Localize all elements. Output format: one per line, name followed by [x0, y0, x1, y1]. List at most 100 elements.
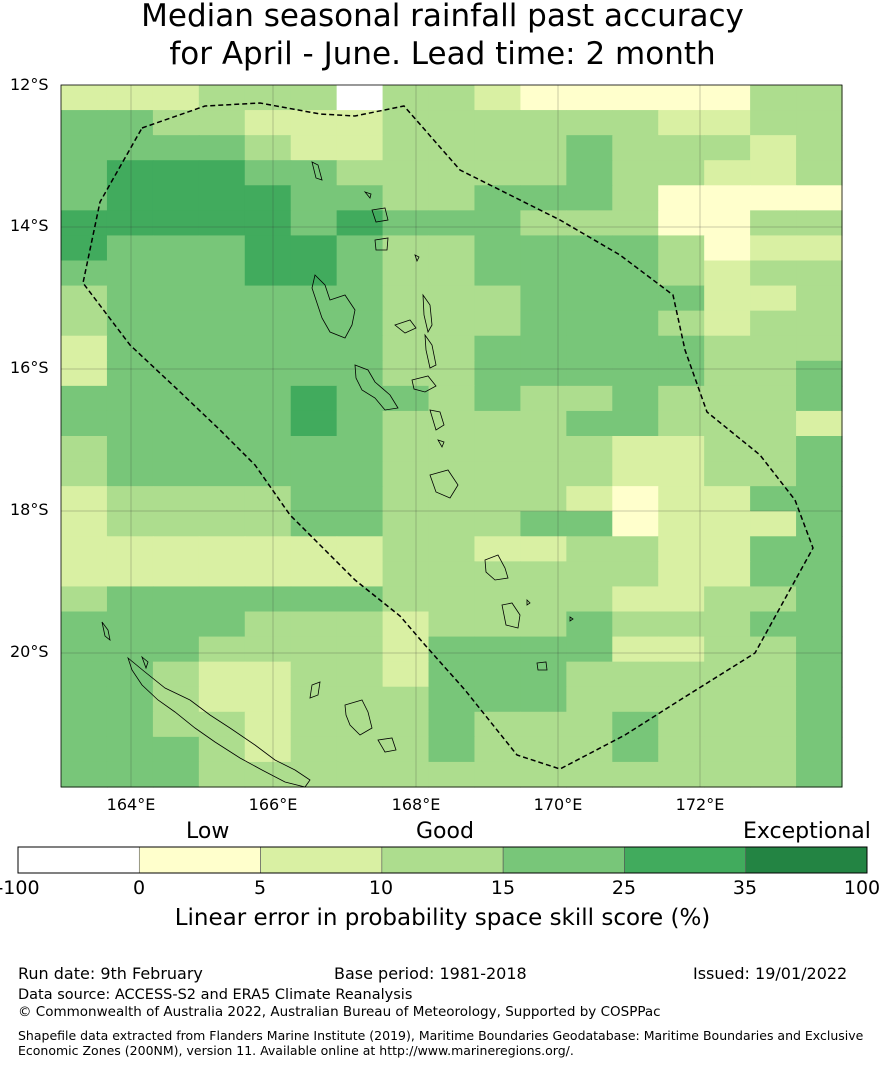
grid-cell	[336, 210, 384, 237]
ambae-outline	[394, 319, 417, 334]
gaua	[363, 191, 372, 199]
grid-cell	[474, 410, 522, 437]
grid-cell	[428, 310, 476, 337]
grid-cell	[612, 285, 659, 312]
map-title-line-2: for April - June. Lead time: 2 month	[169, 36, 716, 72]
grid-cell	[612, 486, 659, 512]
graticule	[61, 85, 842, 787]
grid-cell	[566, 561, 613, 588]
grid-cell	[428, 410, 476, 437]
grid-cell	[796, 110, 843, 136]
grid-cell	[336, 185, 384, 211]
colorbar-tick: 10	[368, 877, 394, 899]
lat-label-20s: 20°S	[10, 642, 49, 661]
grid-cell	[612, 135, 659, 161]
lat-label-18s: 18°S	[10, 500, 49, 519]
grid-cell	[658, 285, 705, 312]
grid-cell	[61, 436, 108, 462]
grid-cell	[474, 636, 522, 663]
grid-cell	[612, 661, 659, 688]
grid-cell	[796, 360, 843, 387]
grid-cell	[658, 185, 705, 211]
grid-cell	[382, 110, 430, 136]
grid-cell	[750, 285, 797, 312]
lat-label-16s: 16°S	[10, 358, 49, 377]
grid-cell	[152, 160, 200, 186]
grid-cell	[152, 135, 200, 161]
grid-cell	[566, 536, 613, 562]
grid-cell	[612, 636, 659, 663]
grid-cell	[520, 761, 567, 788]
grid-cell	[290, 486, 338, 512]
grid-cell	[198, 686, 246, 713]
grid-cell	[796, 761, 843, 788]
grid-cell	[106, 686, 154, 713]
grid-cell	[520, 310, 567, 337]
grid-cell	[198, 761, 246, 788]
grid-cell	[704, 260, 751, 287]
grid-cell	[106, 611, 154, 638]
grid-cell	[658, 586, 705, 613]
grid-cell	[382, 160, 430, 186]
grid-cell	[290, 661, 338, 688]
colorbar-tick: -100	[0, 877, 40, 899]
grid-cell	[244, 410, 292, 437]
grid-cell	[382, 436, 430, 462]
lon-label-172e: 172°E	[675, 795, 725, 814]
grid-cell	[198, 461, 246, 487]
grid-cell	[290, 636, 338, 663]
grid-cell	[520, 636, 567, 663]
grid-cell	[796, 135, 843, 161]
grid-cell	[244, 360, 292, 387]
grid-cell	[566, 711, 613, 738]
grid-cell	[152, 210, 200, 237]
grid-cell	[704, 335, 751, 362]
grid-cell	[566, 85, 613, 111]
grid-cell	[796, 486, 843, 512]
grid-cell	[428, 160, 476, 186]
shapefile-credit-line-2: Economic Zones (200NM), version 11. Avai…	[18, 1043, 574, 1058]
grid-cell	[152, 335, 200, 362]
colorbar-tick: 25	[611, 877, 637, 899]
grid-cell	[336, 711, 384, 738]
grid-cell	[244, 285, 292, 312]
grid-cell	[198, 110, 246, 136]
issued-date: Issued: 19/01/2022	[693, 964, 848, 983]
grid-cell	[566, 235, 613, 262]
grid-cell	[106, 285, 154, 312]
grid-cell	[244, 235, 292, 262]
grid-cell	[612, 736, 659, 763]
lon-label-166e: 166°E	[248, 795, 298, 814]
grid-cell	[612, 561, 659, 588]
grid-cell	[198, 736, 246, 763]
grid-cell	[658, 561, 705, 588]
grid-cell	[382, 210, 430, 237]
grid-cell	[474, 160, 522, 186]
colorbar-axis-title: Linear error in probability space skill …	[174, 905, 711, 931]
grid-cell	[428, 385, 476, 412]
grid-cell	[152, 486, 200, 512]
grid-cell	[796, 661, 843, 688]
grid-cell	[336, 636, 384, 663]
grid-cell	[61, 285, 108, 312]
lat-label-14s: 14°S	[10, 216, 49, 235]
grid-cell	[658, 360, 705, 387]
grid-cell	[336, 110, 384, 136]
grid-cell	[566, 185, 613, 211]
data-source: Data source: ACCESS-S2 and ERA5 Climate …	[18, 987, 413, 1003]
grid-cell	[566, 360, 613, 387]
grid-cell	[796, 410, 843, 437]
loyalty-island-2	[344, 699, 373, 736]
grid-cell	[750, 360, 797, 387]
grid-cell	[152, 385, 200, 412]
grid-cell	[566, 135, 613, 161]
grid-cell	[244, 486, 292, 512]
grid-cell	[428, 185, 476, 211]
base-period: Base period: 1981-2018	[334, 964, 527, 983]
grid-cell	[796, 436, 843, 462]
grid-cell	[152, 461, 200, 487]
grid-cell	[152, 360, 200, 387]
grid-cell	[704, 310, 751, 337]
grid-cell	[612, 761, 659, 788]
grid-cell	[106, 410, 154, 437]
